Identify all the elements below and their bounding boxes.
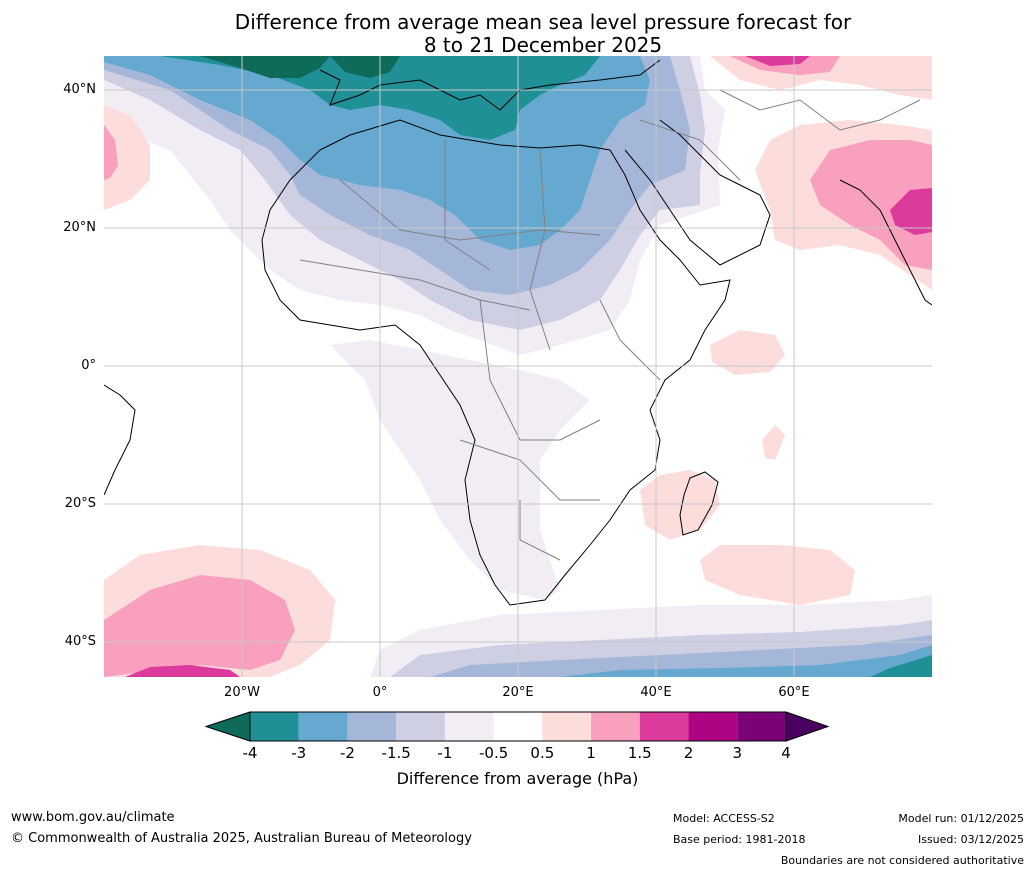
contour-plus-1-atlantic [104, 575, 295, 677]
lon-label-60e: 60°E [778, 685, 810, 700]
contour-plus-1.5-atlantic [125, 665, 240, 677]
contour-plus-0.5-madagascar [640, 470, 720, 540]
colorbar-segment [591, 712, 640, 741]
colorbar-tick: -1 [437, 744, 453, 762]
colorbar-outline [249, 711, 787, 742]
colorbar-tick: 1 [586, 744, 596, 762]
colorbar-label: Difference from average (hPa) [396, 769, 639, 788]
lon-label-20e: 20°E [502, 685, 534, 700]
contour-minus-4 [200, 56, 330, 78]
colorbar-segment [737, 712, 786, 741]
colorbar-tick: -1.5 [381, 744, 411, 762]
colorbar-segment [542, 712, 592, 741]
lat-label-40n: 40°N [63, 82, 96, 97]
africa-coastline [261, 119, 731, 606]
country-borders [299, 89, 921, 561]
colorbar-segment [396, 712, 445, 741]
colorbar [204, 711, 830, 742]
colorbar-tick: 4 [781, 744, 791, 762]
graticule [104, 56, 932, 677]
colorbar-arrow-low [204, 711, 251, 742]
colorbar-tick: -4 [242, 744, 258, 762]
colorbar-tick: -0.5 [478, 744, 509, 762]
lat-label-40s: 40°S [64, 634, 96, 649]
colorbar-tick: -3 [291, 744, 307, 762]
footer-disclaimer: Boundaries are not considered authoritat… [780, 854, 1024, 867]
contour-plus-1-west [104, 125, 118, 180]
contour-minus-0.5-south [330, 340, 590, 600]
colorbar-segment [688, 712, 738, 741]
map-title-line1: Difference from average mean sea level p… [234, 10, 852, 34]
lon-label-20w: 20°W [224, 685, 260, 700]
footer-website[interactable]: www.bom.gov.au/climate [11, 810, 175, 825]
footer-model: Model: ACCESS-S2 [673, 812, 775, 825]
map-title-line2: 8 to 21 December 2025 [423, 33, 663, 57]
colorbar-tick: 2 [683, 744, 694, 762]
colorbar-segment [298, 712, 348, 741]
contour-plus-1-middle-east [810, 140, 932, 270]
lon-label-0: 0° [372, 685, 388, 700]
footer-base-period: Base period: 1981-2018 [673, 833, 806, 846]
south-america-coastline [104, 384, 136, 496]
lat-label-20s: 20°S [64, 496, 96, 511]
colorbar-tick: 1.5 [627, 744, 652, 762]
colorbar-tick: 0.5 [530, 744, 555, 762]
madagascar-coastline [679, 471, 719, 536]
india-coastline [839, 179, 932, 306]
contour-plus-1.5-india [890, 188, 932, 235]
footer-model-run: Model run: 01/12/2025 [898, 812, 1024, 825]
colorbar-segment [347, 712, 397, 741]
arabia-coastline [624, 119, 771, 266]
contour-plus-0.5-indian-ocean [700, 545, 855, 605]
colorbar-segment [493, 712, 543, 741]
contour-plus-0.5-small [762, 425, 785, 460]
anomaly-contours [104, 56, 932, 677]
colorbar-arrow-high [785, 711, 830, 742]
contour-plus-0.5-east-africa [710, 330, 785, 375]
footer-issued: Issued: 03/12/2025 [917, 833, 1024, 846]
colorbar-segment [250, 712, 299, 741]
contour-south-minus-2 [560, 645, 932, 677]
colorbar-tick: -2 [339, 744, 355, 762]
lat-label-0: 0° [81, 358, 96, 373]
lon-label-40e: 40°E [640, 685, 672, 700]
contour-plus-0.5-west [104, 105, 150, 210]
lat-label-20n: 20°N [63, 220, 96, 235]
contour-minus-4-b [330, 56, 400, 78]
colorbar-segment [639, 712, 689, 741]
europe-coastline [319, 59, 661, 111]
footer-copyright: © Commonwealth of Australia 2025, Austra… [11, 831, 472, 846]
colorbar-segment [444, 712, 494, 741]
contour-south-minus-3 [870, 655, 932, 677]
colorbar-tick: 3 [732, 744, 743, 762]
